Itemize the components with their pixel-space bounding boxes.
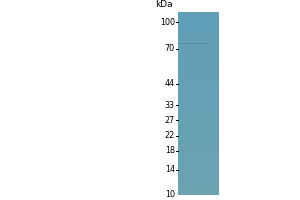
Text: 100: 100 [160, 18, 175, 27]
Text: 22: 22 [164, 131, 175, 140]
Text: 44: 44 [165, 79, 175, 88]
Text: 14: 14 [165, 165, 175, 174]
Text: 27: 27 [164, 116, 175, 125]
Text: 70: 70 [165, 44, 175, 53]
Text: 10: 10 [165, 190, 175, 199]
Text: kDa: kDa [155, 0, 172, 9]
Text: 18: 18 [165, 146, 175, 155]
Text: 33: 33 [165, 101, 175, 110]
